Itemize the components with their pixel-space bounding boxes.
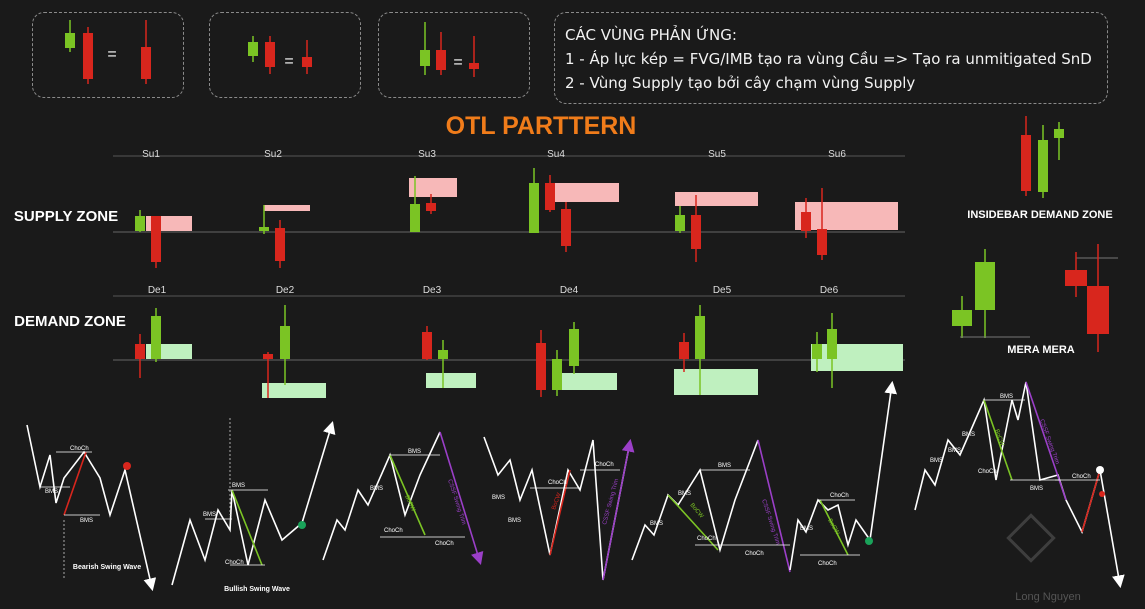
- watermark-text: Long Nguyen: [1015, 591, 1080, 603]
- wave-7: [914, 381, 1125, 589]
- compare-1: =: [65, 20, 151, 84]
- insidebar-demand-zone-candles: [1021, 116, 1064, 198]
- bullish-swing-wave: [171, 418, 336, 586]
- de3-zone: [426, 373, 476, 388]
- col-de3: De3: [423, 285, 442, 296]
- col-su2: Su2: [264, 149, 282, 160]
- bullish-label: Bullish Swing Wave: [224, 586, 290, 593]
- col-de2: De2: [276, 285, 295, 296]
- col-de6: De6: [820, 285, 839, 296]
- wave2-bms: BMS: [232, 483, 245, 489]
- equals-sign: =: [453, 54, 462, 71]
- col-su1: Su1: [142, 149, 160, 160]
- legend-title: CÁC VÙNG PHẢN ỨNG:: [565, 26, 737, 44]
- mera-label: MERA MERA: [1007, 344, 1074, 356]
- wave6-bms: BMS: [800, 526, 813, 532]
- compare-2: =: [248, 36, 312, 74]
- de5-zone: [674, 369, 758, 395]
- wave7-bms5: BMS: [1030, 486, 1043, 492]
- de6-zone: [811, 344, 903, 371]
- wave3-choch2: ChoCh: [435, 541, 454, 547]
- candle-compare-box-2: [209, 12, 361, 98]
- bearish-swing-wave: [26, 424, 157, 592]
- col-su6: Su6: [828, 149, 846, 160]
- wave-3: [322, 431, 484, 566]
- wave-5: [631, 439, 791, 573]
- wave7-choch: ChoCh: [978, 469, 997, 475]
- wave6-bocw: BoCW: [826, 518, 840, 536]
- supply-column-labels: Su1 Su2 Su3 Su4 Su5 Su6: [142, 149, 846, 160]
- wave5-bocw: BoCW: [688, 502, 704, 519]
- su4-zone: [545, 183, 619, 202]
- wave6-choch: ChoCh: [830, 493, 849, 499]
- wave4-bocw: BoCW: [551, 492, 563, 511]
- wave5-choch2: ChoCh: [745, 551, 764, 557]
- main-title: OTL PARTTERN: [446, 112, 637, 140]
- insidebar-label: INSIDEBAR DEMAND ZONE: [967, 209, 1112, 221]
- wave-6: [789, 380, 897, 571]
- de4-zone: [559, 373, 617, 390]
- wave3-choch: ChoCh: [384, 528, 403, 534]
- wave1-choch: ChoCh: [70, 446, 89, 452]
- col-su3: Su3: [418, 149, 436, 160]
- wave-4: [483, 436, 635, 581]
- supply-zone-label: SUPPLY ZONE: [14, 208, 118, 225]
- demand-zone-label: DEMAND ZONE: [14, 313, 126, 330]
- wave7-bms: BMS: [1000, 394, 1013, 400]
- wave6-end-dot: [865, 537, 873, 545]
- candle-compare-box-3: [378, 12, 530, 98]
- su6-zone: [795, 202, 898, 230]
- wave2-choch: ChoCh: [225, 560, 244, 566]
- equals-sign: =: [284, 53, 293, 70]
- wave7-bms2: BMS: [962, 432, 975, 438]
- col-su4: Su4: [547, 149, 565, 160]
- wave5-bms3: BMS: [678, 491, 691, 497]
- mera-mera-candles: [952, 244, 1118, 352]
- demand-column-labels: De1 De2 De3 De4 De5 De6: [148, 285, 839, 296]
- wave1-bms2: BMS: [80, 518, 93, 524]
- watermark-logo: [1006, 513, 1056, 563]
- col-su5: Su5: [708, 149, 726, 160]
- wave3-bms2: BMS: [370, 486, 383, 492]
- bullish-end-dot: [298, 521, 306, 529]
- wave5-bms2: BMS: [650, 521, 663, 527]
- wave7-bocw: BoCW: [993, 429, 1005, 448]
- wave1-bms: BMS: [45, 489, 58, 495]
- wave7-bms4: BMS: [930, 458, 943, 464]
- wave4-bms: BMS: [492, 495, 505, 501]
- wave3-bocw: BoCW: [403, 494, 416, 513]
- candle-compare-box-1: [32, 12, 184, 98]
- equals-sign: =: [107, 46, 116, 63]
- wave7-bms3: BMS: [948, 448, 961, 454]
- wave4-choch: ChoCh: [548, 480, 567, 486]
- su5-zone: [675, 192, 758, 206]
- su3-zone: [409, 178, 457, 197]
- bearish-end-dot: [123, 462, 131, 470]
- wave7-top-dot: [1096, 466, 1104, 474]
- col-de5: De5: [713, 285, 732, 296]
- wave6-choch2: ChoCh: [818, 561, 837, 567]
- wave3-bms: BMS: [408, 449, 421, 455]
- wave7-cssf: CSSF Swing Trim: [1038, 419, 1060, 466]
- legend-line-2: 2 - Vùng Supply tạo bởi cây chạm vùng Su…: [565, 74, 916, 92]
- wave5-choch: ChoCh: [697, 536, 716, 542]
- wave4-bms2: BMS: [508, 518, 521, 524]
- compare-3: =: [420, 22, 479, 77]
- bearish-label: Bearish Swing Wave: [73, 564, 141, 571]
- legend-line-1: 1 - Áp lực kép = FVG/IMB tạo ra vùng Cầu…: [565, 50, 1092, 68]
- wave7-red-dot: [1099, 491, 1105, 497]
- wave5-bms: BMS: [718, 463, 731, 469]
- su2-zone: [264, 205, 310, 211]
- wave2-bms2: BMS: [203, 512, 216, 518]
- col-de4: De4: [560, 285, 579, 296]
- col-de1: De1: [148, 285, 167, 296]
- wave7-choch2: ChoCh: [1072, 474, 1091, 480]
- legend-box: [554, 12, 1108, 104]
- wave4-choch2: ChoCh: [595, 462, 614, 468]
- de2-zone: [262, 383, 326, 398]
